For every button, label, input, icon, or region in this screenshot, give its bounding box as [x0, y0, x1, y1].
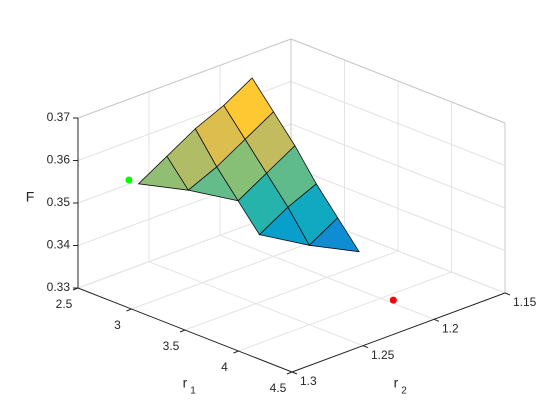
z-tick-label: 0.34 [47, 238, 71, 252]
x-tick-label: 4 [221, 360, 228, 374]
axis-line [291, 292, 506, 373]
surface-patch [137, 155, 190, 191]
x-tick-label: 4.5 [270, 381, 287, 395]
grid-line [184, 250, 399, 331]
y-tick [504, 292, 511, 296]
y-tick-label: 1.3 [300, 374, 317, 388]
grid-line [238, 271, 452, 352]
grid-line [290, 81, 506, 166]
box-edge [290, 38, 506, 124]
x-tick-label: 3.5 [163, 339, 180, 353]
marker-point [389, 296, 397, 304]
y-tick [291, 371, 298, 375]
x-axis-label-subscript: 1 [190, 386, 196, 397]
z-tick-label: 0.37 [47, 110, 71, 124]
grid-line [148, 261, 364, 347]
y-tick [433, 318, 440, 322]
x-tick [179, 329, 186, 333]
x-axis-label: r [183, 375, 188, 391]
y-axis-label-subscript: 2 [401, 386, 407, 397]
z-axis-label: F [26, 189, 35, 205]
y-axis-label: r [394, 375, 399, 391]
y-tick [362, 345, 369, 349]
x-tick-label: 2.5 [56, 297, 73, 311]
surface-patch [187, 166, 239, 202]
y-tick-label: 1.25 [371, 348, 395, 362]
marker-point [125, 176, 133, 184]
surface-patch [258, 206, 311, 246]
grid-line [219, 234, 435, 320]
z-tick-label: 0.35 [47, 195, 71, 209]
y-tick-label: 1.15 [513, 295, 537, 309]
x-tick [126, 308, 132, 312]
z-tick-label: 0.36 [47, 153, 71, 167]
grid-line [290, 166, 506, 251]
grid-line [290, 123, 506, 209]
x-tick [286, 371, 293, 375]
y-tick-label: 1.2 [442, 322, 459, 336]
surface-patch [308, 217, 360, 253]
z-tick-label: 0.33 [47, 280, 71, 294]
x-tick-label: 3 [114, 318, 121, 332]
x-tick [233, 350, 239, 354]
box-edge [77, 38, 292, 119]
